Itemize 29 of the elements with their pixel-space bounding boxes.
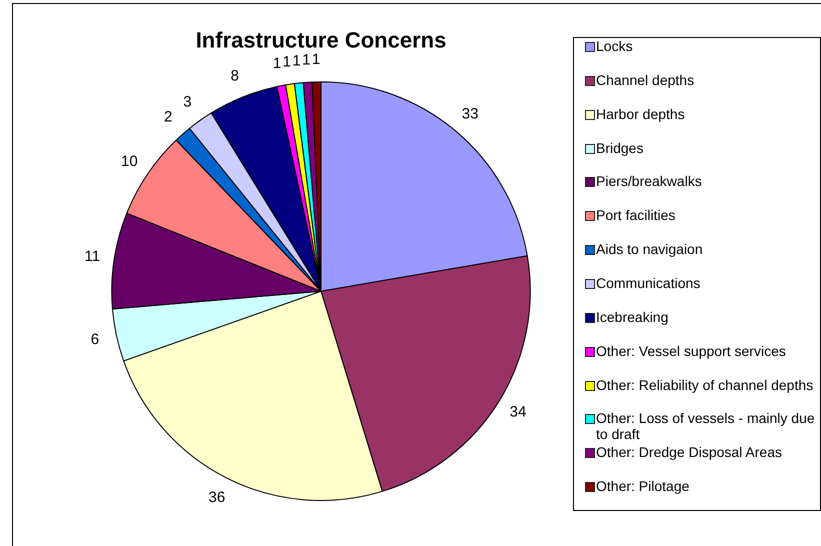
data-label: 8 xyxy=(230,68,239,85)
legend-label: Icebreaking xyxy=(596,308,670,325)
data-label: 1 xyxy=(302,52,310,69)
data-label: 1 xyxy=(272,55,282,72)
data-label: 1 xyxy=(312,51,320,68)
chart-title: Infrastructure Concerns xyxy=(196,27,446,52)
legend-label: Locks xyxy=(596,38,634,54)
legend-label: Other: Loss of vessels - mainly due to draft xyxy=(596,410,816,442)
data-label: 36 xyxy=(208,488,226,506)
data-label: 1 xyxy=(292,52,301,70)
legend-label: Channel depths xyxy=(596,72,696,88)
legend-label: Other: Dredge Disposal Areas xyxy=(596,444,783,460)
legend-label: Other: Reliability of channel depths xyxy=(596,376,814,392)
data-label: 2 xyxy=(164,108,172,126)
data-label: 6 xyxy=(90,331,100,348)
data-label: 11 xyxy=(84,248,100,266)
legend-label: Port facilities xyxy=(596,207,676,224)
legend-label: Other: Pilotage xyxy=(596,478,690,494)
data-label: 34 xyxy=(510,404,526,421)
legend-label: Other: Vessel support services xyxy=(596,342,787,359)
legend-label: Harbor depths xyxy=(596,106,686,122)
legend-label: Communications xyxy=(596,274,702,291)
legend-label: Piers/breakwalks xyxy=(596,173,703,190)
data-label: 10 xyxy=(121,152,138,170)
data-label: 33 xyxy=(462,106,478,123)
legend-label: Bridges xyxy=(596,140,644,156)
data-label: 1 xyxy=(282,54,291,71)
data-label: 3 xyxy=(183,94,192,110)
legend-label: Aids to navigaion xyxy=(596,241,704,258)
